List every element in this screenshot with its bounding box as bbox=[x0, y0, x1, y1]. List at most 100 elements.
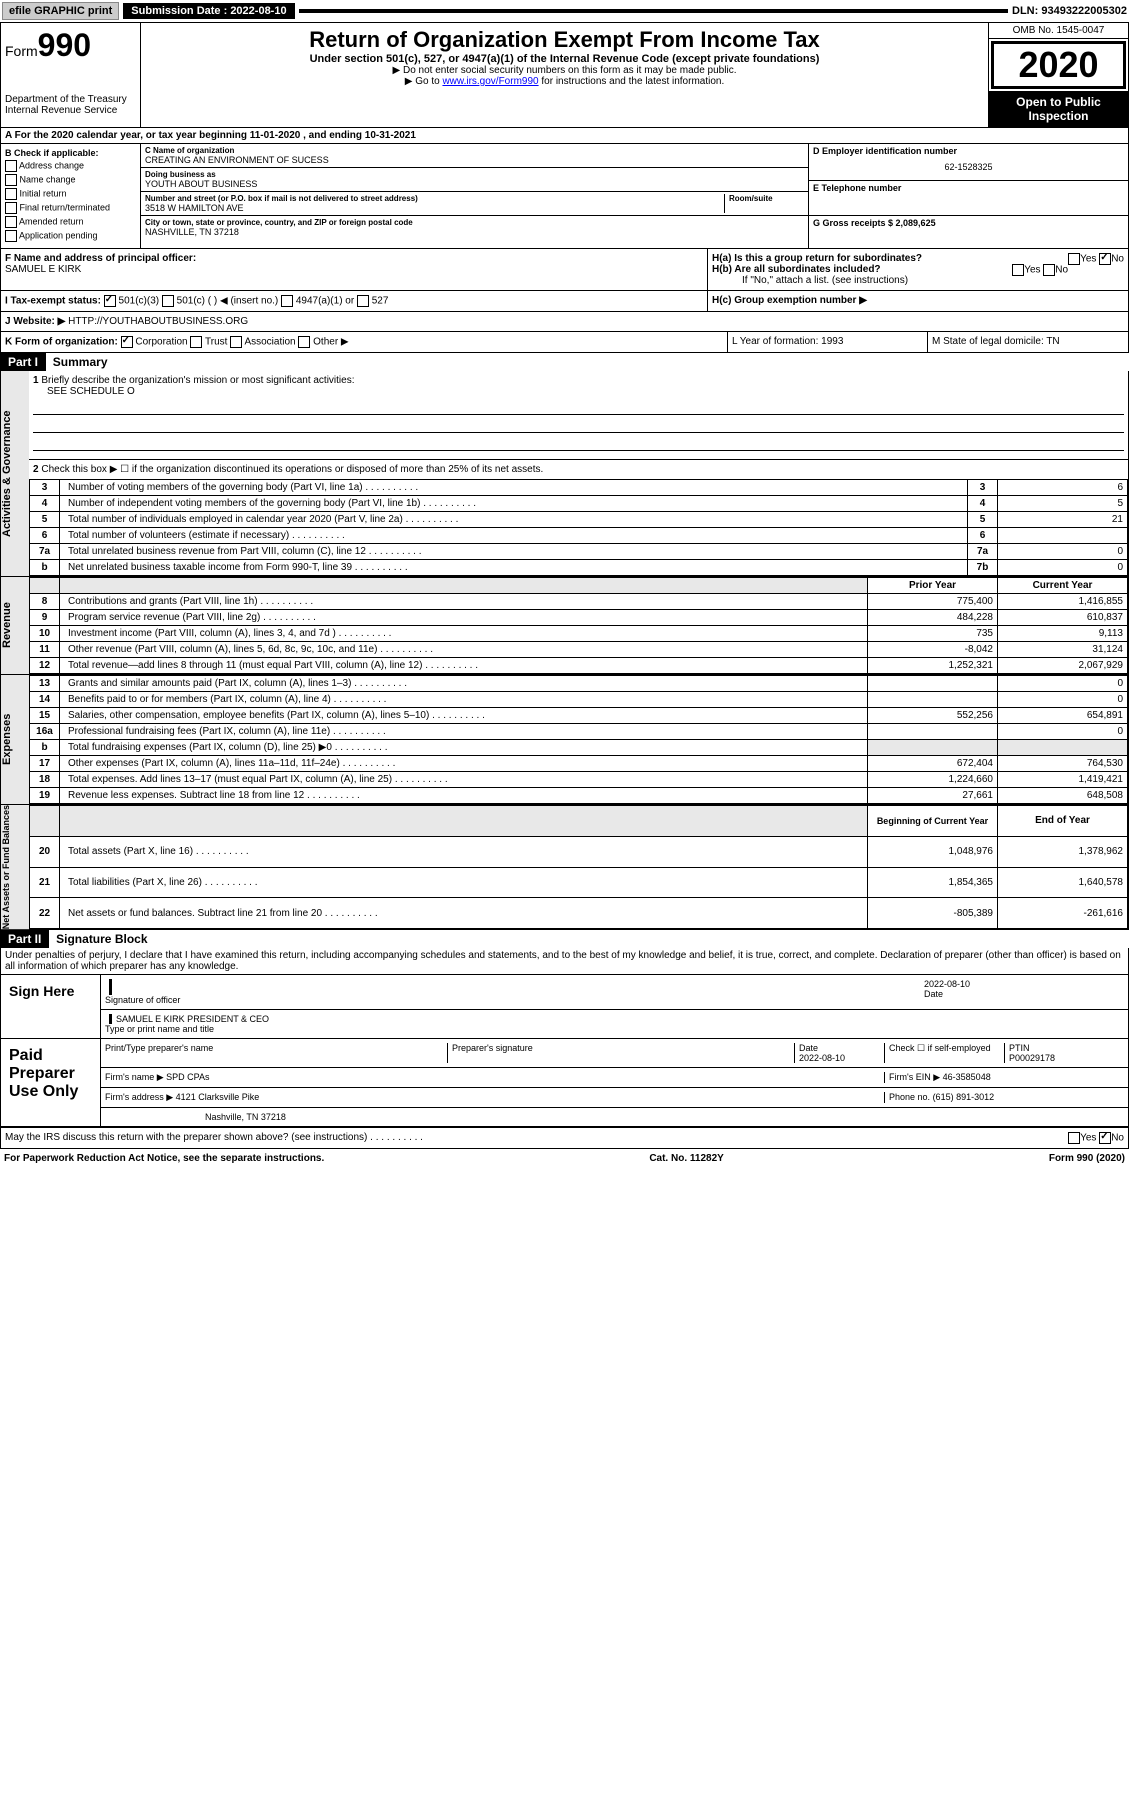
firm-ein: 46-3585048 bbox=[943, 1072, 991, 1082]
check-opt[interactable]: Initial return bbox=[5, 188, 136, 200]
signature-block: Sign Here Signature of officer 2022-08-1… bbox=[0, 975, 1129, 1128]
note-pre: ▶ Go to bbox=[405, 76, 443, 87]
org-name: CREATING AN ENVIRONMENT OF SUCESS bbox=[145, 155, 804, 165]
dln: DLN: 93493222005302 bbox=[1012, 5, 1127, 17]
hb-row: H(b) Are all subordinates included? Yes … bbox=[712, 264, 1124, 275]
goto-note: ▶ Go to www.irs.gov/Form990 for instruct… bbox=[145, 76, 984, 87]
ptin-label: PTIN bbox=[1009, 1043, 1030, 1053]
discuss-no: No bbox=[1111, 1133, 1124, 1144]
expense-row: 14Benefits paid to or for members (Part … bbox=[30, 692, 1128, 708]
spacer bbox=[299, 9, 1008, 13]
527: 527 bbox=[372, 296, 389, 307]
tax-year: 2020 bbox=[991, 41, 1126, 89]
other: Other ▶ bbox=[313, 337, 348, 348]
col-d-right: D Employer identification number 62-1528… bbox=[808, 144, 1128, 248]
check-opt[interactable]: Name change bbox=[5, 174, 136, 186]
trust-checkbox[interactable] bbox=[190, 336, 202, 348]
no-label-2: No bbox=[1055, 265, 1068, 276]
summary-net: Net Assets or Fund Balances Beginning of… bbox=[0, 805, 1129, 930]
website-label: J Website: ▶ bbox=[5, 316, 65, 327]
irs-discuss-text: May the IRS discuss this return with the… bbox=[5, 1132, 423, 1144]
firm-addr-label: Firm's address ▶ bbox=[105, 1092, 173, 1102]
efile-button[interactable]: efile GRAPHIC print bbox=[2, 2, 119, 20]
phone-value: (615) 891-3012 bbox=[933, 1092, 995, 1102]
summary-row: 7aTotal unrelated business revenue from … bbox=[30, 544, 1128, 560]
expense-row: bTotal fundraising expenses (Part IX, co… bbox=[30, 740, 1128, 756]
tel-label: E Telephone number bbox=[813, 183, 1124, 193]
irs-link[interactable]: www.irs.gov/Form990 bbox=[442, 76, 538, 87]
part2-badge: Part II bbox=[0, 930, 49, 948]
501c3: 501(c)(3) bbox=[119, 296, 160, 307]
501c3-checkbox[interactable] bbox=[104, 295, 116, 307]
ha-text: H(a) Is this a group return for subordin… bbox=[712, 253, 922, 264]
header-mid: Return of Organization Exempt From Incom… bbox=[141, 23, 988, 127]
hc-text: H(c) Group exemption number ▶ bbox=[712, 295, 867, 306]
summary-row: 5Total number of individuals employed in… bbox=[30, 512, 1128, 528]
revenue-row: 9Program service revenue (Part VIII, lin… bbox=[30, 610, 1128, 626]
ptin-value: P00029178 bbox=[1009, 1053, 1055, 1063]
officer-label: F Name and address of principal officer: bbox=[5, 253, 703, 264]
assoc-checkbox[interactable] bbox=[230, 336, 242, 348]
firm-addr1: 4121 Clarksville Pike bbox=[176, 1092, 260, 1102]
city-value: NASHVILLE, TN 37218 bbox=[145, 227, 804, 237]
paid-preparer-label: Paid Preparer Use Only bbox=[1, 1039, 101, 1126]
omb-number: OMB No. 1545-0047 bbox=[989, 23, 1128, 39]
org-name-row: C Name of organization CREATING AN ENVIR… bbox=[141, 144, 808, 168]
q1-text: Briefly describe the organization's miss… bbox=[41, 375, 354, 386]
check-b-title: B Check if applicable: bbox=[5, 148, 136, 158]
form-number: Form990 bbox=[5, 27, 136, 64]
vlabel-governance: Activities & Governance bbox=[1, 371, 29, 576]
part1-header-row: Part I Summary bbox=[0, 353, 1129, 371]
revenue-row: 10Investment income (Part VIII, column (… bbox=[30, 626, 1128, 642]
firm-ein-label: Firm's EIN ▶ bbox=[889, 1072, 940, 1082]
officer-cell: F Name and address of principal officer:… bbox=[1, 249, 708, 290]
check-opt[interactable]: Final return/terminated bbox=[5, 202, 136, 214]
part1-badge: Part I bbox=[0, 353, 46, 371]
discuss-yes: Yes bbox=[1080, 1133, 1096, 1144]
yes-label: Yes bbox=[1080, 254, 1096, 265]
summary-row: 6Total number of volunteers (estimate if… bbox=[30, 528, 1128, 544]
irs-label: Internal Revenue Service bbox=[5, 105, 136, 116]
summary-row: bNet unrelated business taxable income f… bbox=[30, 560, 1128, 576]
vlabel-net: Net Assets or Fund Balances bbox=[1, 805, 29, 929]
website-value: HTTP://YOUTHABOUTBUSINESS.ORG bbox=[68, 316, 248, 327]
page-footer: For Paperwork Reduction Act Notice, see … bbox=[0, 1149, 1129, 1168]
4947-checkbox[interactable] bbox=[281, 295, 293, 307]
check-opt[interactable]: Application pending bbox=[5, 230, 136, 242]
h-section: H(a) Is this a group return for subordin… bbox=[708, 249, 1128, 290]
footer-right: Form 990 (2020) bbox=[1049, 1153, 1125, 1164]
4947: 4947(a)(1) or bbox=[296, 296, 354, 307]
info-grid: F Name and address of principal officer:… bbox=[0, 249, 1129, 353]
corp-checkbox[interactable] bbox=[121, 336, 133, 348]
city-label: City or town, state or province, country… bbox=[145, 218, 804, 227]
expense-row: 15Salaries, other compensation, employee… bbox=[30, 708, 1128, 724]
expense-row: 18Total expenses. Add lines 13–17 (must … bbox=[30, 772, 1128, 788]
irs-discuss-row: May the IRS discuss this return with the… bbox=[0, 1128, 1129, 1149]
no-label: No bbox=[1111, 254, 1124, 265]
open-public: Open to Public Inspection bbox=[989, 91, 1128, 127]
yes-label-2: Yes bbox=[1024, 265, 1040, 276]
form-subtitle: Under section 501(c), 527, or 4947(a)(1)… bbox=[145, 53, 984, 65]
527-checkbox[interactable] bbox=[357, 295, 369, 307]
addr-value: 3518 W HAMILTON AVE bbox=[145, 203, 724, 213]
other-checkbox[interactable] bbox=[298, 336, 310, 348]
ein-label: D Employer identification number bbox=[813, 146, 1124, 156]
section-a-row: A For the 2020 calendar year, or tax yea… bbox=[0, 128, 1129, 144]
summary-row: 4Number of independent voting members of… bbox=[30, 496, 1128, 512]
check-opt[interactable]: Amended return bbox=[5, 216, 136, 228]
corp: Corporation bbox=[135, 337, 187, 348]
dept-treasury: Department of the Treasury bbox=[5, 94, 136, 105]
type-name-label: Type or print name and title bbox=[105, 1024, 1124, 1034]
header-right: OMB No. 1545-0047 2020 Open to Public In… bbox=[988, 23, 1128, 127]
vlabel-expenses: Expenses bbox=[1, 675, 29, 804]
sig-date-label: Date bbox=[924, 989, 943, 999]
firm-addr2: Nashville, TN 37218 bbox=[205, 1112, 286, 1122]
expense-row: 17Other expenses (Part IX, column (A), l… bbox=[30, 756, 1128, 772]
dba-value: YOUTH ABOUT BUSINESS bbox=[145, 179, 804, 189]
summary-governance: Activities & Governance 1 Briefly descri… bbox=[0, 371, 1129, 577]
submission-date: Submission Date : 2022-08-10 bbox=[123, 3, 294, 19]
501c-checkbox[interactable] bbox=[162, 295, 174, 307]
form-org-label: K Form of organization: bbox=[5, 337, 118, 348]
hc-cell: H(c) Group exemption number ▶ bbox=[708, 291, 1128, 311]
check-opt[interactable]: Address change bbox=[5, 160, 136, 172]
